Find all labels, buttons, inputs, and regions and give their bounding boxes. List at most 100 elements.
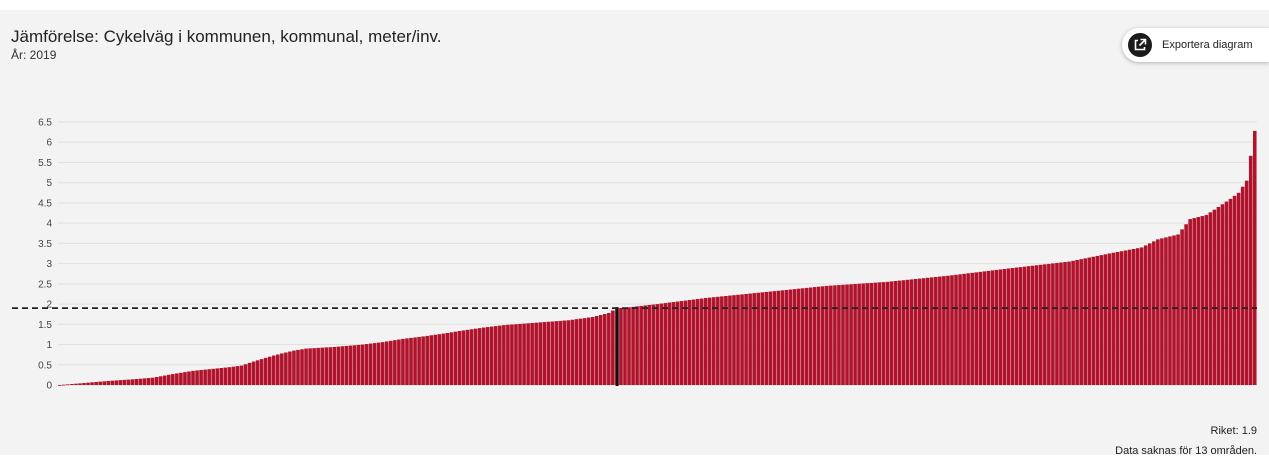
bar (1018, 267, 1023, 385)
bar (558, 320, 563, 385)
bar (845, 284, 849, 385)
bar (1244, 180, 1249, 385)
bar (913, 278, 918, 385)
bar (304, 348, 308, 385)
bar (611, 310, 615, 385)
bar (243, 364, 248, 385)
bar (477, 328, 482, 385)
y-tick-label: 1.5 (38, 320, 52, 331)
bar (893, 281, 898, 385)
bar (598, 315, 603, 385)
bar (550, 321, 555, 385)
bar (570, 319, 575, 385)
bar (538, 322, 542, 385)
bar (1006, 268, 1011, 385)
bar (1127, 249, 1132, 385)
bar (393, 340, 397, 385)
bar (1232, 195, 1237, 385)
bar (409, 337, 413, 385)
bar (837, 285, 841, 385)
bar (514, 324, 518, 385)
bar (316, 347, 320, 385)
bar (921, 278, 926, 385)
bar (1172, 235, 1176, 385)
bar (70, 384, 74, 385)
export-diagram-button[interactable]: Exportera diagram (1122, 28, 1269, 62)
bar (94, 382, 98, 385)
bar (675, 301, 680, 385)
bar (211, 368, 215, 385)
bar (639, 305, 643, 385)
bar (647, 304, 651, 385)
bar (187, 371, 191, 385)
bar (219, 368, 224, 385)
bar (191, 370, 195, 385)
y-tick-label: 3 (46, 259, 52, 270)
bar (98, 381, 102, 385)
bar (162, 375, 167, 385)
bar (857, 283, 861, 385)
bar (1055, 262, 1059, 385)
bar (784, 289, 789, 385)
bar (494, 326, 498, 385)
bar (744, 293, 748, 385)
bar (280, 353, 284, 385)
bar (207, 369, 211, 385)
bar (417, 336, 421, 385)
bar (356, 344, 361, 385)
bar (372, 343, 377, 385)
bar (1252, 130, 1257, 385)
bar (195, 370, 199, 385)
y-tick-label: 1 (46, 340, 52, 351)
bar (724, 295, 728, 385)
bar (74, 383, 78, 385)
bar (336, 346, 341, 385)
bar (897, 280, 902, 385)
bar (582, 318, 587, 385)
bar (578, 318, 583, 385)
bar (833, 285, 837, 385)
bar (429, 335, 433, 385)
bar (526, 323, 530, 385)
bar (707, 297, 712, 385)
bar (554, 321, 559, 385)
bar (380, 342, 385, 385)
bar-chart: 0 0.5 1 1.5 2 2.5 3 3.5 4 4.5 5 5.5 6 6.5 (12, 118, 1257, 392)
bar (986, 270, 991, 385)
bar (1051, 263, 1055, 385)
bar (607, 312, 611, 385)
bar (812, 287, 817, 385)
bar (1026, 266, 1031, 385)
bar (312, 348, 316, 385)
bar (1168, 236, 1172, 385)
bar (276, 354, 280, 385)
bar (990, 270, 995, 385)
bar (651, 304, 656, 385)
bar (756, 292, 760, 385)
bar (433, 334, 438, 385)
bar (506, 324, 510, 385)
bar (271, 355, 276, 385)
bar (239, 365, 244, 385)
bar (348, 345, 353, 385)
bar (106, 380, 111, 385)
bar (695, 299, 700, 385)
bar (1030, 265, 1035, 385)
y-tick-label: 4.5 (38, 198, 52, 209)
bar (736, 294, 740, 385)
bar (413, 337, 417, 385)
bar (825, 285, 829, 385)
bar (223, 367, 228, 385)
bar (1228, 198, 1233, 385)
bar (590, 317, 595, 385)
bar (485, 327, 490, 385)
bar (566, 320, 571, 385)
bar (889, 281, 894, 385)
bar (691, 299, 696, 385)
bar (344, 345, 349, 385)
bar (102, 381, 106, 385)
bar (970, 272, 974, 385)
bar (978, 271, 983, 385)
bar (86, 382, 90, 385)
export-external-link-icon (1128, 33, 1152, 57)
